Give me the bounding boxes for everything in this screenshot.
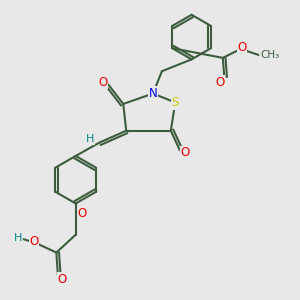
Text: O: O	[98, 76, 108, 89]
Text: O: O	[215, 76, 224, 89]
Text: S: S	[172, 96, 179, 109]
Text: O: O	[58, 273, 67, 286]
Text: N: N	[148, 87, 157, 100]
Text: H: H	[14, 233, 22, 243]
Text: O: O	[238, 41, 247, 54]
Text: CH₃: CH₃	[260, 50, 279, 60]
Text: O: O	[78, 206, 87, 220]
Text: O: O	[29, 235, 39, 248]
Text: O: O	[180, 146, 190, 160]
Text: H: H	[86, 134, 95, 144]
